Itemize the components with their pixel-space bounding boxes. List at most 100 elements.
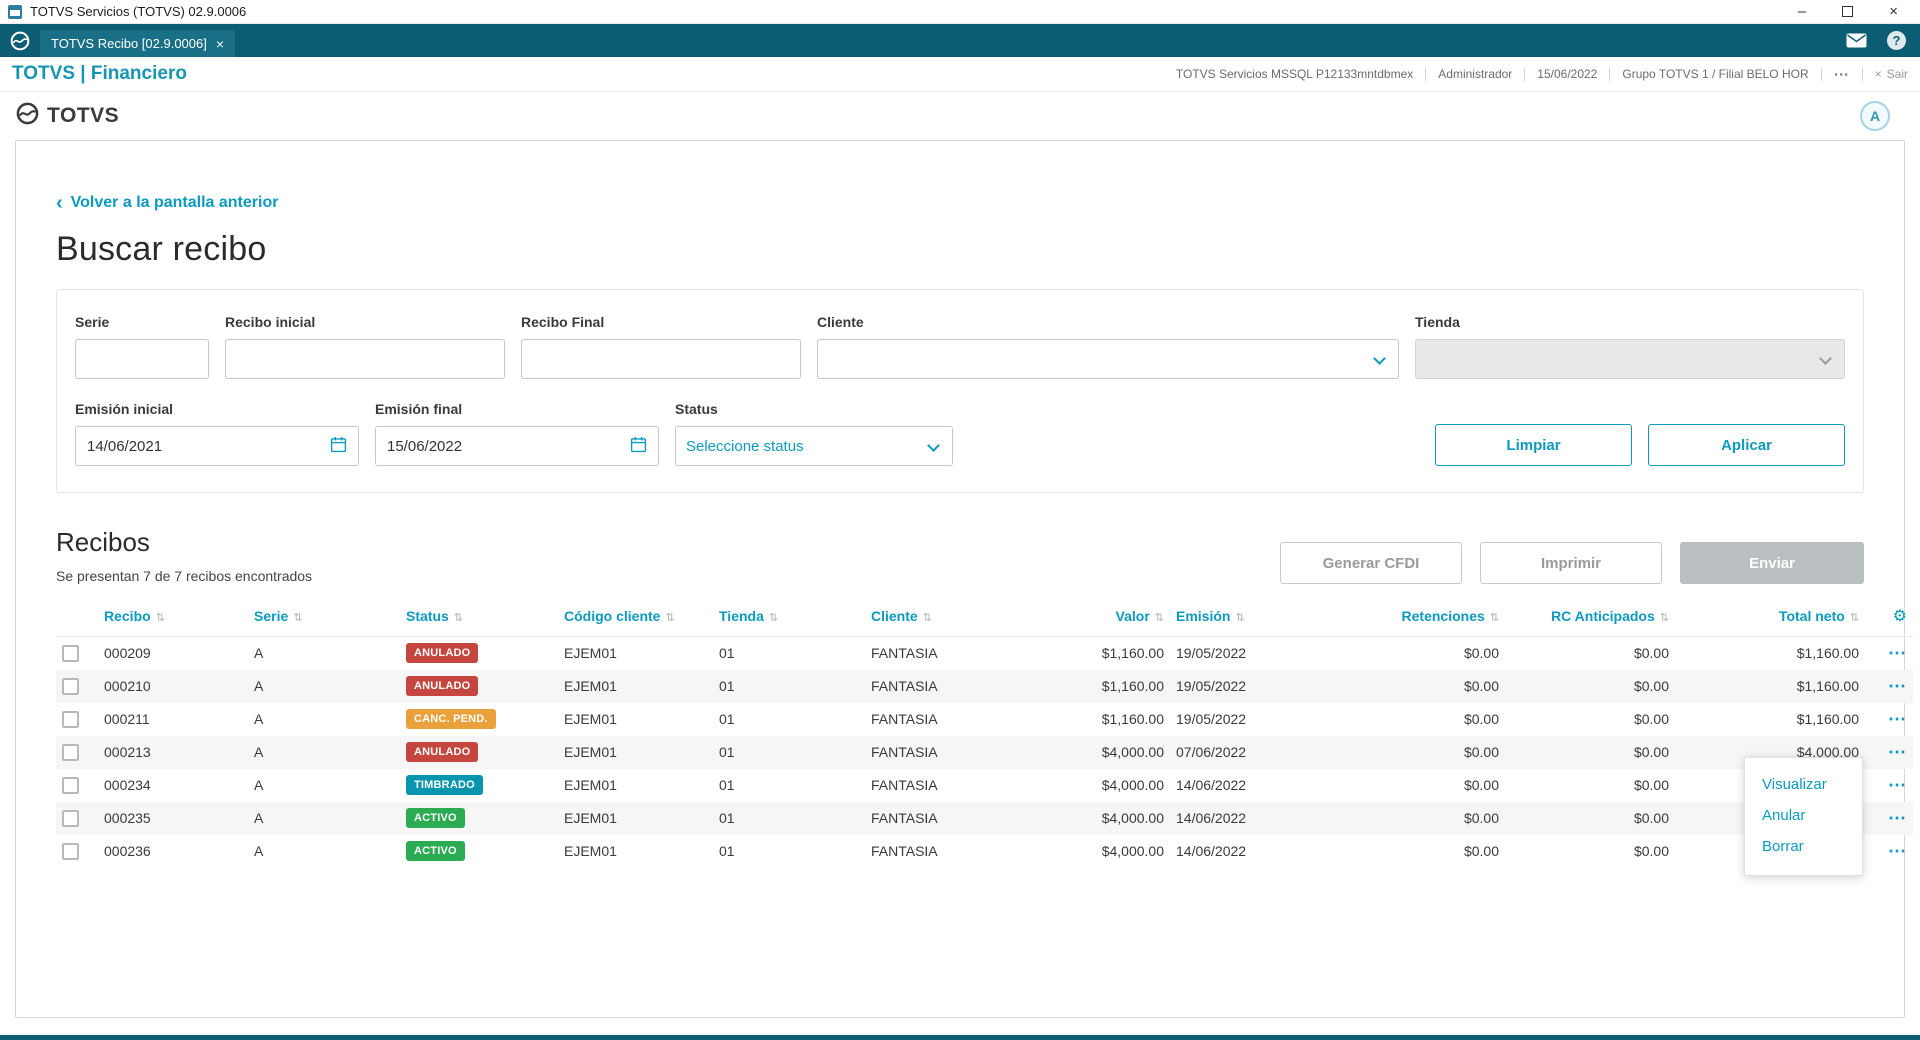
cliente-select[interactable] [817, 339, 1399, 379]
cell-status: ACTIVO [400, 802, 558, 835]
gear-icon[interactable]: ⚙ [1892, 608, 1907, 625]
minimize-button[interactable]: – [1797, 3, 1807, 20]
user-avatar[interactable]: A [1860, 101, 1890, 131]
chevron-down-icon [927, 439, 940, 452]
back-link[interactable]: ‹ Volver a la pantalla anterior [56, 193, 278, 213]
emision-final-input[interactable]: 15/06/2022 [375, 426, 659, 466]
sort-icon: ⇅ [1489, 612, 1499, 624]
user-label: Administrador [1438, 67, 1513, 81]
cell-emision: 14/06/2022 [1176, 810, 1247, 826]
cell-retenciones: $0.00 [1463, 843, 1499, 859]
filter-panel: Serie Recibo inicial Recibo Final Client… [56, 289, 1864, 493]
status-badge: ANULADO [406, 676, 479, 696]
sort-icon: ⇅ [665, 612, 675, 624]
cell-cliente: FANTASIA [871, 678, 938, 694]
status-badge: ANULADO [406, 742, 479, 762]
aplicar-button[interactable]: Aplicar [1648, 424, 1845, 466]
page-title: Buscar recibo [56, 230, 267, 268]
mail-icon[interactable] [1846, 33, 1867, 48]
column-header-rc-anticipados[interactable]: RC Anticipados ⇅ [1505, 598, 1675, 637]
tab-totvs-recibo[interactable]: TOTVS Recibo [02.9.0006] × [40, 30, 236, 57]
totvs-circle-icon[interactable] [10, 31, 30, 51]
cell-retenciones: $0.00 [1463, 678, 1499, 694]
cell-serie: A [254, 711, 264, 727]
row-menu-icon[interactable]: ⋯ [1888, 675, 1907, 696]
close-button[interactable]: × [1889, 3, 1898, 20]
row-checkbox[interactable] [62, 677, 79, 695]
cell-recibo: 000235 [104, 810, 151, 826]
column-header-valor[interactable]: Valor ⇅ [1050, 598, 1170, 637]
row-checkbox[interactable] [62, 645, 79, 663]
cell-codigo-cliente: EJEM01 [564, 678, 617, 694]
status-badge: TIMBRADO [406, 775, 483, 795]
status-select[interactable]: Seleccione status [675, 426, 953, 466]
cell-valor: $4,000.00 [1101, 744, 1164, 760]
cell-codigo-cliente: EJEM01 [564, 645, 617, 662]
cell-serie: A [254, 645, 264, 662]
more-menu-icon[interactable]: ⋯ [1833, 66, 1850, 83]
cell-emision: 19/05/2022 [1176, 678, 1247, 694]
brand-row: TOTVS A [0, 92, 1920, 140]
table-row[interactable]: 000235 A ACTIVO EJEM01 01 FANTASIA $4,00… [56, 801, 1913, 835]
logout-link[interactable]: Sair [1886, 67, 1908, 81]
cell-tienda: 01 [719, 843, 735, 859]
row-menu-icon[interactable]: ⋯ [1888, 642, 1907, 663]
calendar-icon[interactable] [330, 436, 347, 457]
generar-cfdi-button[interactable]: Generar CFDI [1280, 542, 1462, 584]
cell-recibo: 000209 [104, 645, 151, 662]
row-checkbox[interactable] [62, 776, 79, 794]
column-header-emision[interactable]: Emisión ⇅ [1170, 598, 1320, 637]
column-settings-header[interactable]: ⚙ [1865, 598, 1913, 637]
status-label: Status [675, 401, 718, 417]
cell-cliente: FANTASIA [871, 711, 938, 727]
recibo-inicial-input[interactable] [225, 339, 505, 379]
column-header-codigo-cliente[interactable]: Código cliente ⇅ [558, 598, 713, 637]
table-row[interactable]: 000236 A ACTIVO EJEM01 01 FANTASIA $4,00… [56, 835, 1913, 868]
column-header-retenciones[interactable]: Retenciones ⇅ [1320, 598, 1505, 637]
maximize-button[interactable] [1842, 6, 1854, 17]
column-header-status[interactable]: Status ⇅ [400, 598, 558, 637]
cell-rc-anticipados: $0.00 [1633, 645, 1669, 662]
row-menu-icon[interactable]: ⋯ [1888, 708, 1907, 729]
recibo-final-input[interactable] [521, 339, 801, 379]
tab-close-icon[interactable]: × [215, 35, 225, 52]
row-menu-icon[interactable]: ⋯ [1888, 807, 1907, 828]
row-checkbox[interactable] [62, 809, 79, 827]
emision-inicial-input[interactable]: 14/06/2021 [75, 426, 359, 466]
row-menu-icon[interactable]: ⋯ [1888, 840, 1907, 861]
cell-serie: A [254, 678, 264, 694]
limpiar-button[interactable]: Limpiar [1435, 424, 1632, 466]
column-header-serie[interactable]: Serie ⇅ [248, 598, 400, 637]
help-icon[interactable]: ? [1887, 31, 1906, 50]
serie-input[interactable] [75, 339, 209, 379]
recibo-inicial-label: Recibo inicial [225, 314, 316, 330]
imprimir-button[interactable]: Imprimir [1480, 542, 1662, 584]
row-menu-icon[interactable]: ⋯ [1888, 774, 1907, 795]
table-header-row: Recibo ⇅ Serie ⇅ Status ⇅ Código cliente ⇅ T… [56, 598, 1913, 637]
row-menu-icon[interactable]: ⋯ [1888, 741, 1907, 762]
column-header-tienda[interactable]: Tienda ⇅ [713, 598, 865, 637]
row-checkbox[interactable] [62, 710, 79, 728]
menu-item-anular[interactable]: Anular [1762, 807, 1806, 824]
table-row[interactable]: 000210 A ANULADO EJEM01 01 FANTASIA $1,1… [56, 669, 1913, 703]
status-badge: ANULADO [406, 643, 479, 664]
cell-rc-anticipados: $0.00 [1633, 810, 1669, 826]
table-row[interactable]: 000234 A TIMBRADO EJEM01 01 FANTASIA $4,… [56, 769, 1913, 802]
row-checkbox[interactable] [62, 743, 79, 761]
column-header-recibo[interactable]: Recibo ⇅ [98, 598, 248, 637]
column-header-cliente[interactable]: Cliente ⇅ [865, 598, 1050, 637]
cell-total-neto: $1,160.00 [1796, 711, 1859, 727]
table-row[interactable]: 000209 A ANULADO EJEM01 01 FANTASIA $1,1… [56, 637, 1913, 670]
enviar-button[interactable]: Enviar [1680, 542, 1864, 584]
emision-final-value: 15/06/2022 [387, 437, 463, 455]
cell-total-neto: $1,160.00 [1796, 678, 1859, 694]
column-header-total-neto[interactable]: Total neto ⇅ [1675, 598, 1865, 637]
calendar-icon[interactable] [630, 436, 647, 457]
cell-rc-anticipados: $0.00 [1633, 843, 1669, 859]
row-checkbox[interactable] [62, 842, 79, 860]
menu-item-borrar[interactable]: Borrar [1762, 838, 1804, 855]
table-row[interactable]: 000213 A ANULADO EJEM01 01 FANTASIA $4,0… [56, 735, 1913, 769]
status-badge: CANC. PEND. [406, 709, 496, 729]
table-row[interactable]: 000211 A CANC. PEND. EJEM01 01 FANTASIA … [56, 703, 1913, 736]
menu-item-visualizar[interactable]: Visualizar [1762, 776, 1827, 793]
